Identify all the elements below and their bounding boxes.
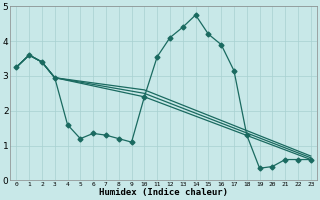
X-axis label: Humidex (Indice chaleur): Humidex (Indice chaleur): [99, 188, 228, 197]
